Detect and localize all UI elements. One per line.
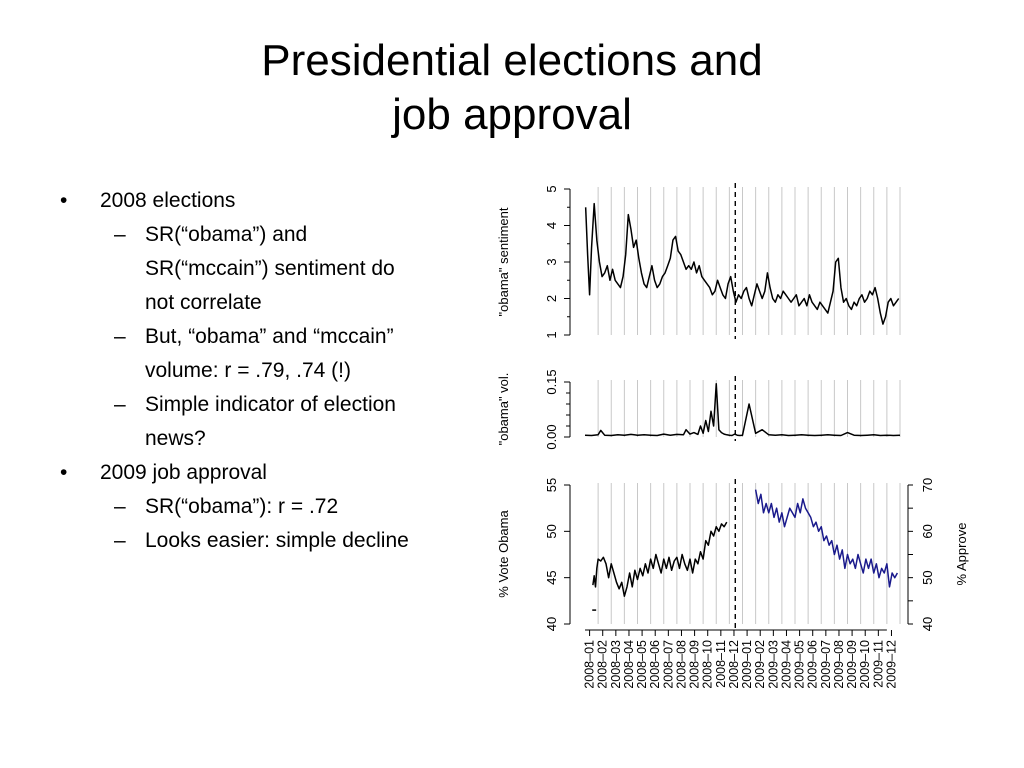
bullet-item: • 2009 job approval bbox=[56, 456, 476, 490]
y-right-tick-label: 60 bbox=[920, 524, 935, 538]
series-line bbox=[584, 202, 900, 325]
y-tick-label: 50 bbox=[544, 524, 559, 538]
bullet-list: • 2008 elections – SR(“obama”) and SR(“m… bbox=[56, 184, 476, 558]
y-tick-label: 1 bbox=[544, 331, 559, 338]
x-tick-label: 2008–10 bbox=[701, 640, 715, 689]
sub-bullet-line: news? bbox=[145, 427, 206, 450]
bullet-item: • 2008 elections bbox=[56, 184, 476, 218]
sub-bullet-item: – SR(“obama”) and SR(“mccain”) sentiment… bbox=[56, 218, 476, 320]
x-tick-label: 2009–10 bbox=[858, 640, 872, 689]
y-tick-label: 45 bbox=[544, 570, 559, 584]
series-line bbox=[584, 383, 901, 437]
title-line-2: job approval bbox=[392, 90, 632, 139]
sub-bullet-line: SR(“obama”) and bbox=[145, 223, 308, 246]
x-tick-label: 2008–05 bbox=[635, 640, 649, 689]
y-axis-label: "obama" sentiment bbox=[496, 207, 511, 316]
x-tick-label: 2009–07 bbox=[819, 640, 833, 689]
sub-bullet-line: Simple indicator of election bbox=[145, 393, 396, 416]
y-tick-label: 3 bbox=[544, 258, 559, 265]
chart-panel: 1 2 3 4 5 "obama" sentiment bbox=[496, 183, 901, 339]
title-line-1: Presidential elections and bbox=[261, 36, 763, 85]
chart-panel: 40 45 50 55 % Vote Obama 40 50 60 70 % Approve bbox=[496, 478, 969, 631]
y-tick-label: 5 bbox=[544, 185, 559, 192]
x-tick-label: 2009–01 bbox=[740, 640, 754, 689]
x-tick-label: 2009–03 bbox=[766, 640, 780, 689]
sub-bullet-item: – Simple indicator of election news? bbox=[56, 388, 476, 456]
y-tick-label: 40 bbox=[544, 617, 559, 631]
sub-bullet-line: SR(“obama”): r = .72 bbox=[145, 495, 339, 518]
y-axis-label: "obama" vol. bbox=[496, 373, 511, 446]
sub-bullet-line: But, “obama” and “mccain” bbox=[145, 325, 394, 348]
dash-marker: – bbox=[114, 393, 126, 416]
x-tick-label: 2008–03 bbox=[609, 640, 623, 689]
chart-panel: 0.00 0.15 "obama" vol. bbox=[496, 369, 901, 450]
bullet-text: 2009 job approval bbox=[100, 461, 267, 484]
sub-bullet-line: volume: r = .79, .74 (!) bbox=[145, 359, 352, 382]
y-tick-label: 2 bbox=[544, 295, 559, 302]
x-tick-label: 2009–05 bbox=[793, 640, 807, 689]
series-line bbox=[592, 521, 728, 597]
sub-bullet-line: SR(“mccain”) sentiment do bbox=[145, 257, 395, 280]
x-tick-label: 2008–09 bbox=[688, 640, 702, 689]
y-axis-label: % Vote Obama bbox=[496, 510, 511, 598]
y-tick-label: 0.15 bbox=[544, 369, 559, 394]
x-tick-label: 2009–09 bbox=[845, 640, 859, 689]
bullet-dot: • bbox=[60, 189, 68, 212]
x-tick-label: 2009–11 bbox=[871, 640, 885, 688]
bullet-text: 2008 elections bbox=[100, 189, 236, 212]
x-tick-label: 2008–11 bbox=[714, 640, 728, 688]
dash-marker: – bbox=[114, 529, 126, 552]
x-tick-label: 2009–12 bbox=[884, 640, 898, 689]
x-tick-label: 2009–06 bbox=[806, 640, 820, 689]
y-tick-label: 55 bbox=[544, 478, 559, 492]
x-tick-label: 2008–04 bbox=[622, 640, 636, 689]
x-tick-label: 2009–02 bbox=[753, 640, 767, 689]
x-tick-label: 2008–01 bbox=[583, 640, 597, 689]
y-right-tick-label: 50 bbox=[920, 570, 935, 584]
bullet-dot: • bbox=[60, 461, 68, 484]
dash-marker: – bbox=[114, 325, 126, 348]
sub-bullet-item: – Looks easier: simple decline bbox=[56, 524, 476, 558]
slide-title: Presidential elections and job approval bbox=[0, 34, 1024, 142]
y-tick-label: 0.00 bbox=[544, 424, 559, 449]
x-tick-label: 2008–02 bbox=[596, 640, 610, 689]
y-right-tick-label: 40 bbox=[920, 617, 935, 631]
dash-marker: – bbox=[114, 495, 126, 518]
sub-bullet-item: – But, “obama” and “mccain” volume: r = … bbox=[56, 320, 476, 388]
x-tick-label: 2008–12 bbox=[727, 640, 741, 689]
sub-bullet-item: – SR(“obama”): r = .72 bbox=[56, 490, 476, 524]
y-tick-label: 4 bbox=[544, 222, 559, 229]
x-tick-label: 2009–08 bbox=[832, 640, 846, 689]
y-right-tick-label: 70 bbox=[920, 478, 935, 492]
sub-bullet-line: not correlate bbox=[145, 291, 262, 314]
x-tick-label: 2008–07 bbox=[661, 640, 675, 689]
y-axis-right-label: % Approve bbox=[954, 523, 969, 586]
x-tick-label: 2009–04 bbox=[779, 640, 793, 689]
sub-bullet-line: Looks easier: simple decline bbox=[145, 529, 409, 552]
x-tick-label: 2008–06 bbox=[648, 640, 662, 689]
dash-marker: – bbox=[114, 223, 126, 246]
x-tick-label: 2008–08 bbox=[674, 640, 688, 689]
series-line bbox=[754, 489, 899, 588]
